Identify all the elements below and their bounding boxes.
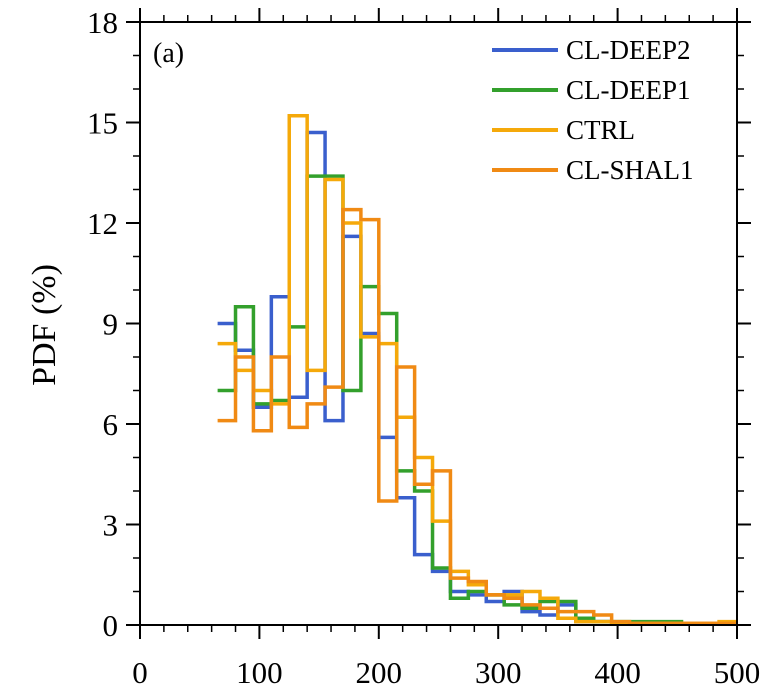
x-tick-label: 500 [714, 655, 761, 690]
series-layer [217, 114, 737, 626]
legend-label: CL-SHAL1 [566, 155, 694, 185]
legend-label: CL-DEEP1 [566, 75, 691, 105]
x-tick-label: 400 [594, 655, 641, 690]
series-line-ctrl [217, 114, 737, 626]
legend: CL-DEEP2 CL-DEEP1 CTRL CL-SHAL1 [492, 35, 694, 185]
y-tick-label: 6 [103, 407, 119, 442]
legend-label: CTRL [566, 115, 635, 145]
legend-label: CL-DEEP2 [566, 35, 691, 65]
series-line-cl-shal1 [217, 207, 737, 626]
y-tick-label: 9 [103, 307, 119, 342]
y-tick-label: 0 [103, 608, 119, 643]
panel-label: (a) [153, 38, 184, 69]
x-tick-label: 300 [475, 655, 522, 690]
y-tick-label: 3 [103, 508, 119, 543]
x-tick-label: 200 [356, 655, 403, 690]
y-tick-label: 12 [87, 206, 118, 241]
y-axis-title: PDF (%) [26, 264, 63, 386]
x-tick-label: 0 [132, 655, 148, 690]
y-tick-label: 18 [87, 5, 118, 40]
x-tick-label: 100 [236, 655, 283, 690]
y-tick-label: 15 [87, 106, 118, 141]
axes-layer: 0 100 200 300 400 500 0 3 6 9 12 15 18 [87, 5, 760, 690]
